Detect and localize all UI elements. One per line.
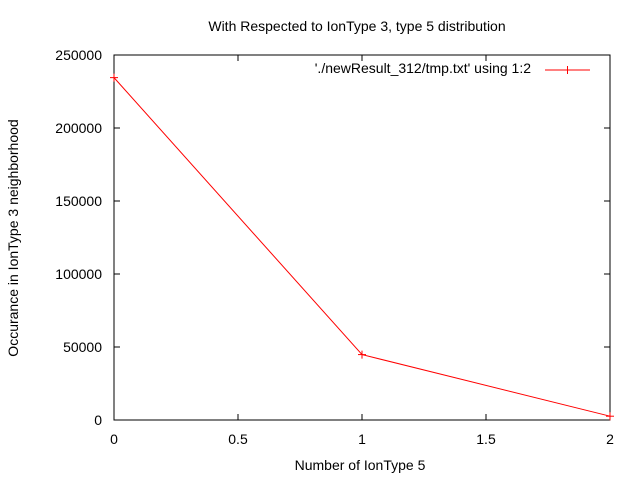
y-tick-label: 50000 [63, 339, 102, 355]
series-line [113, 77, 611, 417]
y-tick-label: 200000 [55, 120, 102, 136]
y-tick-label: 100000 [55, 266, 102, 282]
y-axis: 0 50000 100000 150000 200000 250000 [55, 47, 610, 428]
x-tick-label: 1 [358, 431, 366, 447]
chart-title: With Respected to IonType 3, type 5 dist… [208, 18, 505, 34]
x-tick-label: 2 [606, 431, 614, 447]
legend: './newResult_312/tmp.txt' using 1:2 [315, 60, 590, 76]
plot-frame [113, 54, 611, 421]
data-point [606, 412, 614, 421]
y-axis-label: Occurance in IonType 3 neighborhood [5, 119, 21, 356]
legend-marker [563, 66, 572, 74]
x-tick-label: 0.5 [228, 431, 248, 447]
series-layer [110, 73, 614, 421]
legend-label: './newResult_312/tmp.txt' using 1:2 [315, 60, 531, 76]
y-tick-label: 250000 [55, 47, 102, 63]
data-point [358, 350, 366, 359]
data-point [110, 73, 118, 82]
x-tick-label: 0 [110, 431, 118, 447]
x-axis-label: Number of IonType 5 [295, 457, 426, 473]
x-tick-label: 1.5 [476, 431, 496, 447]
y-tick-label: 0 [94, 412, 102, 428]
x-axis: 0 0.5 1 1.5 2 [110, 55, 614, 447]
y-tick-label: 150000 [55, 193, 102, 209]
